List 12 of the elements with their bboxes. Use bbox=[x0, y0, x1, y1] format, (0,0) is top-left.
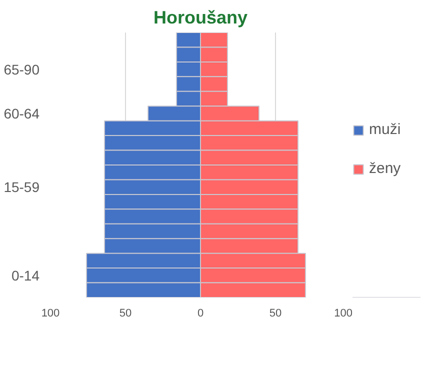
x-tick-label: 50 bbox=[269, 308, 282, 320]
x-tick-label: 50 bbox=[119, 308, 132, 320]
legend-label: ženy bbox=[369, 160, 401, 177]
y-tick-label: 60-64 bbox=[4, 105, 40, 122]
y-tick-label: 15-59 bbox=[4, 179, 40, 196]
legend-label: muži bbox=[369, 121, 401, 138]
y-tick-label: 0-14 bbox=[11, 267, 40, 284]
x-tick-label: 0 bbox=[197, 308, 204, 320]
chart-title: Horoušany bbox=[153, 8, 248, 28]
x-tick-label: 100 bbox=[334, 308, 353, 320]
x-tick-label: 100 bbox=[41, 308, 60, 320]
y-tick-label: 65-90 bbox=[4, 61, 40, 78]
